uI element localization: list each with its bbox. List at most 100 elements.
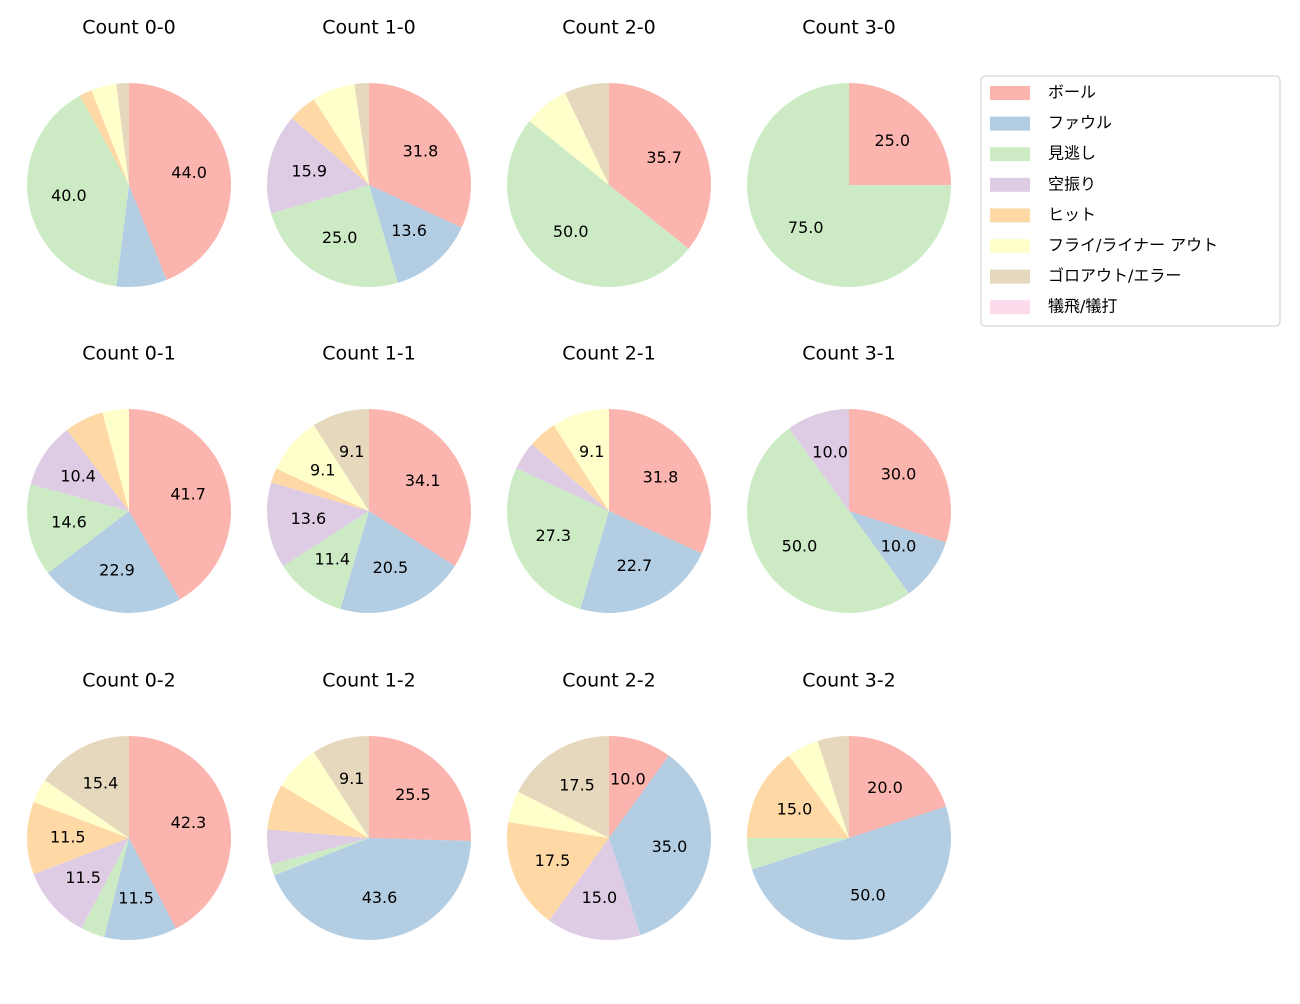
pie-slice — [116, 185, 167, 287]
slice-label: 27.3 — [535, 526, 571, 545]
slice-label: 17.5 — [535, 851, 571, 870]
pie-slice — [26, 95, 130, 287]
pie-slice — [276, 425, 369, 511]
slice-label: 50.0 — [782, 536, 818, 555]
slice-label: 15.9 — [291, 161, 327, 180]
pie-slice — [609, 755, 711, 936]
chart-title: Count 3-1 — [802, 343, 896, 365]
pie-slice — [529, 93, 609, 185]
pie-slice — [292, 99, 369, 185]
pie-slice — [91, 83, 129, 185]
pie-slice — [129, 83, 232, 280]
pie-slice — [369, 185, 462, 283]
slice-label: 15.0 — [777, 800, 813, 819]
slice-label: 10.4 — [60, 466, 96, 485]
slice-label: 25.0 — [322, 228, 358, 247]
legend-swatch — [990, 86, 1030, 100]
slice-label: 11.4 — [314, 549, 350, 568]
legend-swatch — [990, 239, 1030, 253]
slice-label: 9.1 — [310, 460, 335, 479]
pie-slice — [283, 511, 369, 609]
slice-label: 43.6 — [362, 888, 398, 907]
legend-label: ファウル — [1048, 113, 1112, 132]
pie-slice — [747, 428, 909, 613]
slice-label: 15.0 — [582, 888, 618, 907]
pie-slice — [747, 838, 849, 870]
pie-slice — [508, 791, 609, 838]
chart-title: Count 3-2 — [802, 670, 896, 692]
slice-label: 15.4 — [83, 773, 119, 792]
slice-label: 25.0 — [874, 131, 910, 150]
pie-slice — [44, 736, 129, 838]
pie-slice — [267, 118, 369, 214]
slice-label: 44.0 — [171, 163, 207, 182]
pie-slice — [313, 84, 369, 185]
pie-slice — [26, 801, 129, 875]
slice-label: 22.7 — [617, 556, 653, 575]
pie-slice — [313, 409, 369, 511]
slice-label: 22.9 — [99, 561, 135, 580]
pie-slice — [369, 736, 472, 842]
slice-label: 20.5 — [373, 558, 409, 577]
pie-slice — [354, 83, 369, 185]
pie-slice — [849, 511, 947, 594]
pie-slice — [313, 736, 369, 838]
chart-title: Count 2-2 — [562, 670, 656, 692]
slice-label: 75.0 — [788, 218, 824, 237]
pie-slice — [516, 444, 609, 511]
pie-slice — [66, 412, 129, 511]
legend-swatch — [990, 208, 1030, 223]
slice-label: 34.1 — [405, 471, 441, 490]
pie-slice — [580, 511, 702, 613]
pie-slice — [549, 838, 641, 940]
pie-slice — [564, 83, 609, 185]
legend-label: ボール — [1048, 83, 1096, 102]
slice-label: 10.0 — [610, 769, 646, 788]
pie-slice — [518, 736, 609, 838]
pie-slice — [609, 83, 712, 249]
pie-slice — [102, 409, 129, 511]
chart-title: Count 0-1 — [82, 343, 176, 365]
pie-slice — [532, 425, 609, 511]
pie-slice — [507, 468, 609, 609]
slice-label: 9.1 — [579, 442, 604, 461]
pie-slice — [267, 482, 369, 567]
pie-slice — [129, 736, 232, 929]
legend-box — [980, 75, 1281, 327]
chart-title: Count 0-2 — [82, 670, 176, 692]
legend-label: ヒット — [1048, 205, 1096, 224]
chart-title: Count 1-0 — [322, 17, 416, 39]
pie-slice — [281, 752, 369, 838]
pie-slice — [789, 740, 849, 838]
slice-label: 31.8 — [403, 141, 439, 160]
pie-slice — [789, 409, 849, 511]
chart-title: Count 0-0 — [82, 17, 176, 39]
slice-label: 40.0 — [51, 186, 87, 205]
chart-title: Count 2-0 — [562, 17, 656, 39]
pie-slice — [104, 838, 176, 941]
pie-slice — [33, 780, 129, 838]
legend-swatch — [990, 116, 1030, 131]
slice-label: 9.1 — [339, 769, 364, 788]
slice-label: 9.1 — [339, 442, 364, 461]
pie-slice — [849, 409, 951, 543]
slice-label: 25.5 — [395, 785, 431, 804]
pie-slice — [267, 785, 369, 838]
pie-slice — [79, 90, 129, 185]
pie-slice — [553, 409, 609, 511]
pie-slice — [817, 736, 849, 838]
pie-slice — [609, 409, 711, 554]
slice-label: 17.5 — [559, 775, 595, 794]
pie-slice — [270, 838, 369, 876]
slice-label: 42.3 — [171, 813, 207, 832]
slice-label: 35.7 — [646, 148, 682, 167]
chart-title: Count 2-1 — [562, 343, 656, 365]
legend-swatch — [990, 269, 1030, 284]
legend-swatch — [990, 147, 1030, 162]
pie-slice — [340, 511, 455, 613]
pie-slice — [507, 822, 609, 921]
slice-label: 13.6 — [391, 221, 427, 240]
pie-slice — [369, 83, 471, 228]
pie-slice — [33, 838, 129, 929]
